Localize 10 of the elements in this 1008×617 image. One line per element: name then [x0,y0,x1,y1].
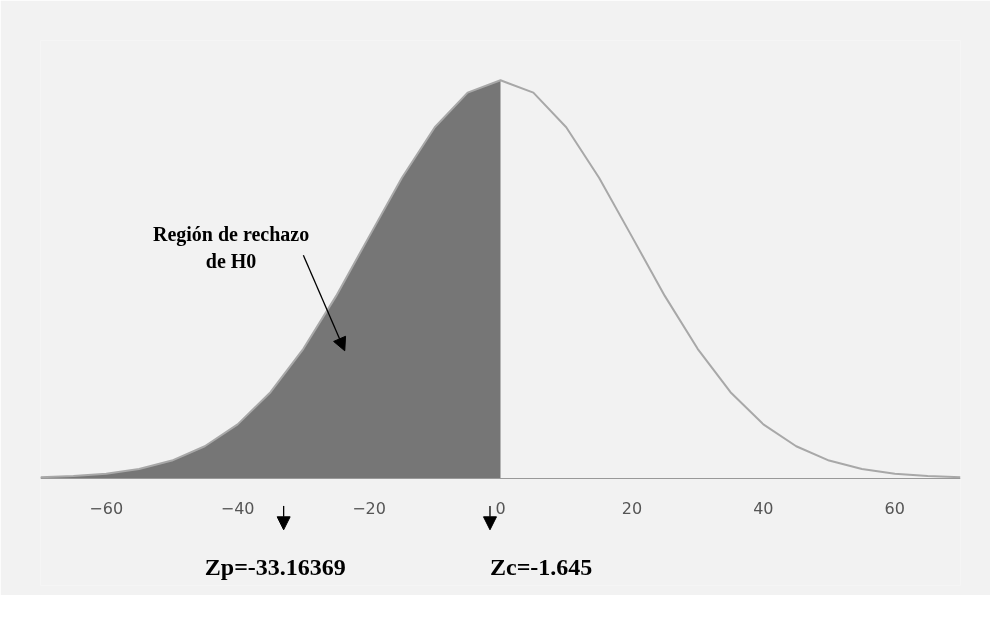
annotation: Región de rechazo de H0 [152,223,310,272]
x-tick-label: −20 [352,499,386,519]
x-tick-label: 0 [495,499,506,519]
text: Zp=-33.16369 [204,553,346,580]
x-tick-label: −40 [220,499,255,519]
x-tick-label: −60 [89,499,124,519]
x-tick-label: 60 [884,499,905,519]
x-tick-label: 20 [621,499,643,519]
text: Zc=-1.645 [489,553,593,580]
x-tick-label: 40 [753,499,774,519]
